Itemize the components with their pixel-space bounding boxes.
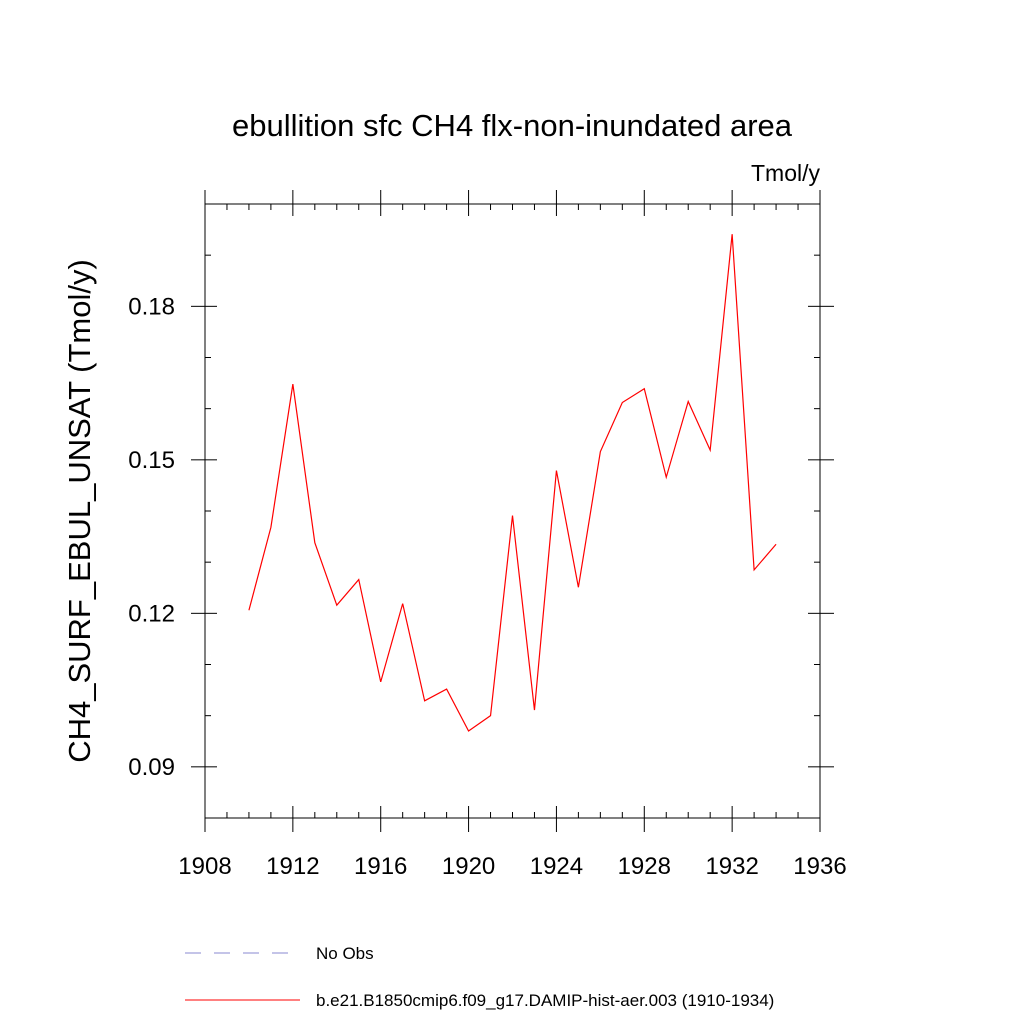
plot-frame xyxy=(204,203,821,819)
y-tick-label: 0.18 xyxy=(128,293,175,320)
axis-ticks xyxy=(191,190,834,832)
series-layer xyxy=(248,234,777,732)
series-line xyxy=(248,234,777,732)
x-tick-label: 1920 xyxy=(442,853,495,880)
x-tick-label: 1916 xyxy=(354,853,407,880)
units-label: Tmol/y xyxy=(751,160,821,186)
legend: No Obs b.e21.B1850cmip6.f09_g17.DAMIP-hi… xyxy=(185,944,774,1010)
legend-label-no-obs: No Obs xyxy=(316,944,374,963)
chart-title: ebullition sfc CH4 flx-non-inundated are… xyxy=(232,108,793,143)
y-tick-label: 0.12 xyxy=(128,600,175,627)
legend-label-series: b.e21.B1850cmip6.f09_g17.DAMIP-hist-aer.… xyxy=(316,991,774,1010)
x-tick-label: 1928 xyxy=(618,853,671,880)
x-tick-label: 1912 xyxy=(266,853,319,880)
axis-tick-labels: 1908 1912 1916 1920 1924 1928 1932 1936 0.09 0.12… xyxy=(128,293,846,880)
y-tick-label: 0.15 xyxy=(128,447,175,474)
x-tick-label: 1908 xyxy=(178,853,231,880)
x-tick-label: 1936 xyxy=(793,853,846,880)
y-axis-label: CH4_SURF_EBUL_UNSAT (Tmol/y) xyxy=(62,259,97,763)
x-tick-label: 1932 xyxy=(705,853,758,880)
y-tick-label: 0.09 xyxy=(128,754,175,781)
x-tick-label: 1924 xyxy=(530,853,583,880)
